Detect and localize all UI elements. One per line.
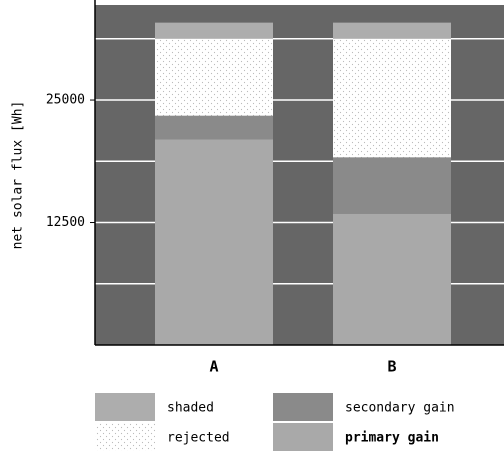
bar-segment xyxy=(155,38,273,116)
y-axis-label: net solar flux [Wh] xyxy=(11,101,26,250)
x-tick-label: A xyxy=(209,358,218,376)
legend-label: primary gain xyxy=(345,431,439,446)
legend-label: secondary gain xyxy=(345,401,455,416)
legend-label: rejected xyxy=(167,431,230,446)
legend-swatch xyxy=(273,423,333,451)
bar-segment xyxy=(155,139,273,345)
legend-label: shaded xyxy=(167,401,214,416)
y-tick-label: 12500 xyxy=(46,215,85,230)
bar-segment xyxy=(333,213,451,345)
legend-swatch xyxy=(95,393,155,421)
bar-segment xyxy=(155,115,273,140)
legend-swatch xyxy=(273,393,333,421)
bar-segment xyxy=(155,22,273,39)
bar-segment xyxy=(333,157,451,214)
y-tick-label: 25000 xyxy=(46,93,85,108)
bar-segment xyxy=(333,38,451,158)
legend-swatch xyxy=(95,423,155,451)
bar-segment xyxy=(333,22,451,39)
x-tick-label: B xyxy=(387,358,396,376)
